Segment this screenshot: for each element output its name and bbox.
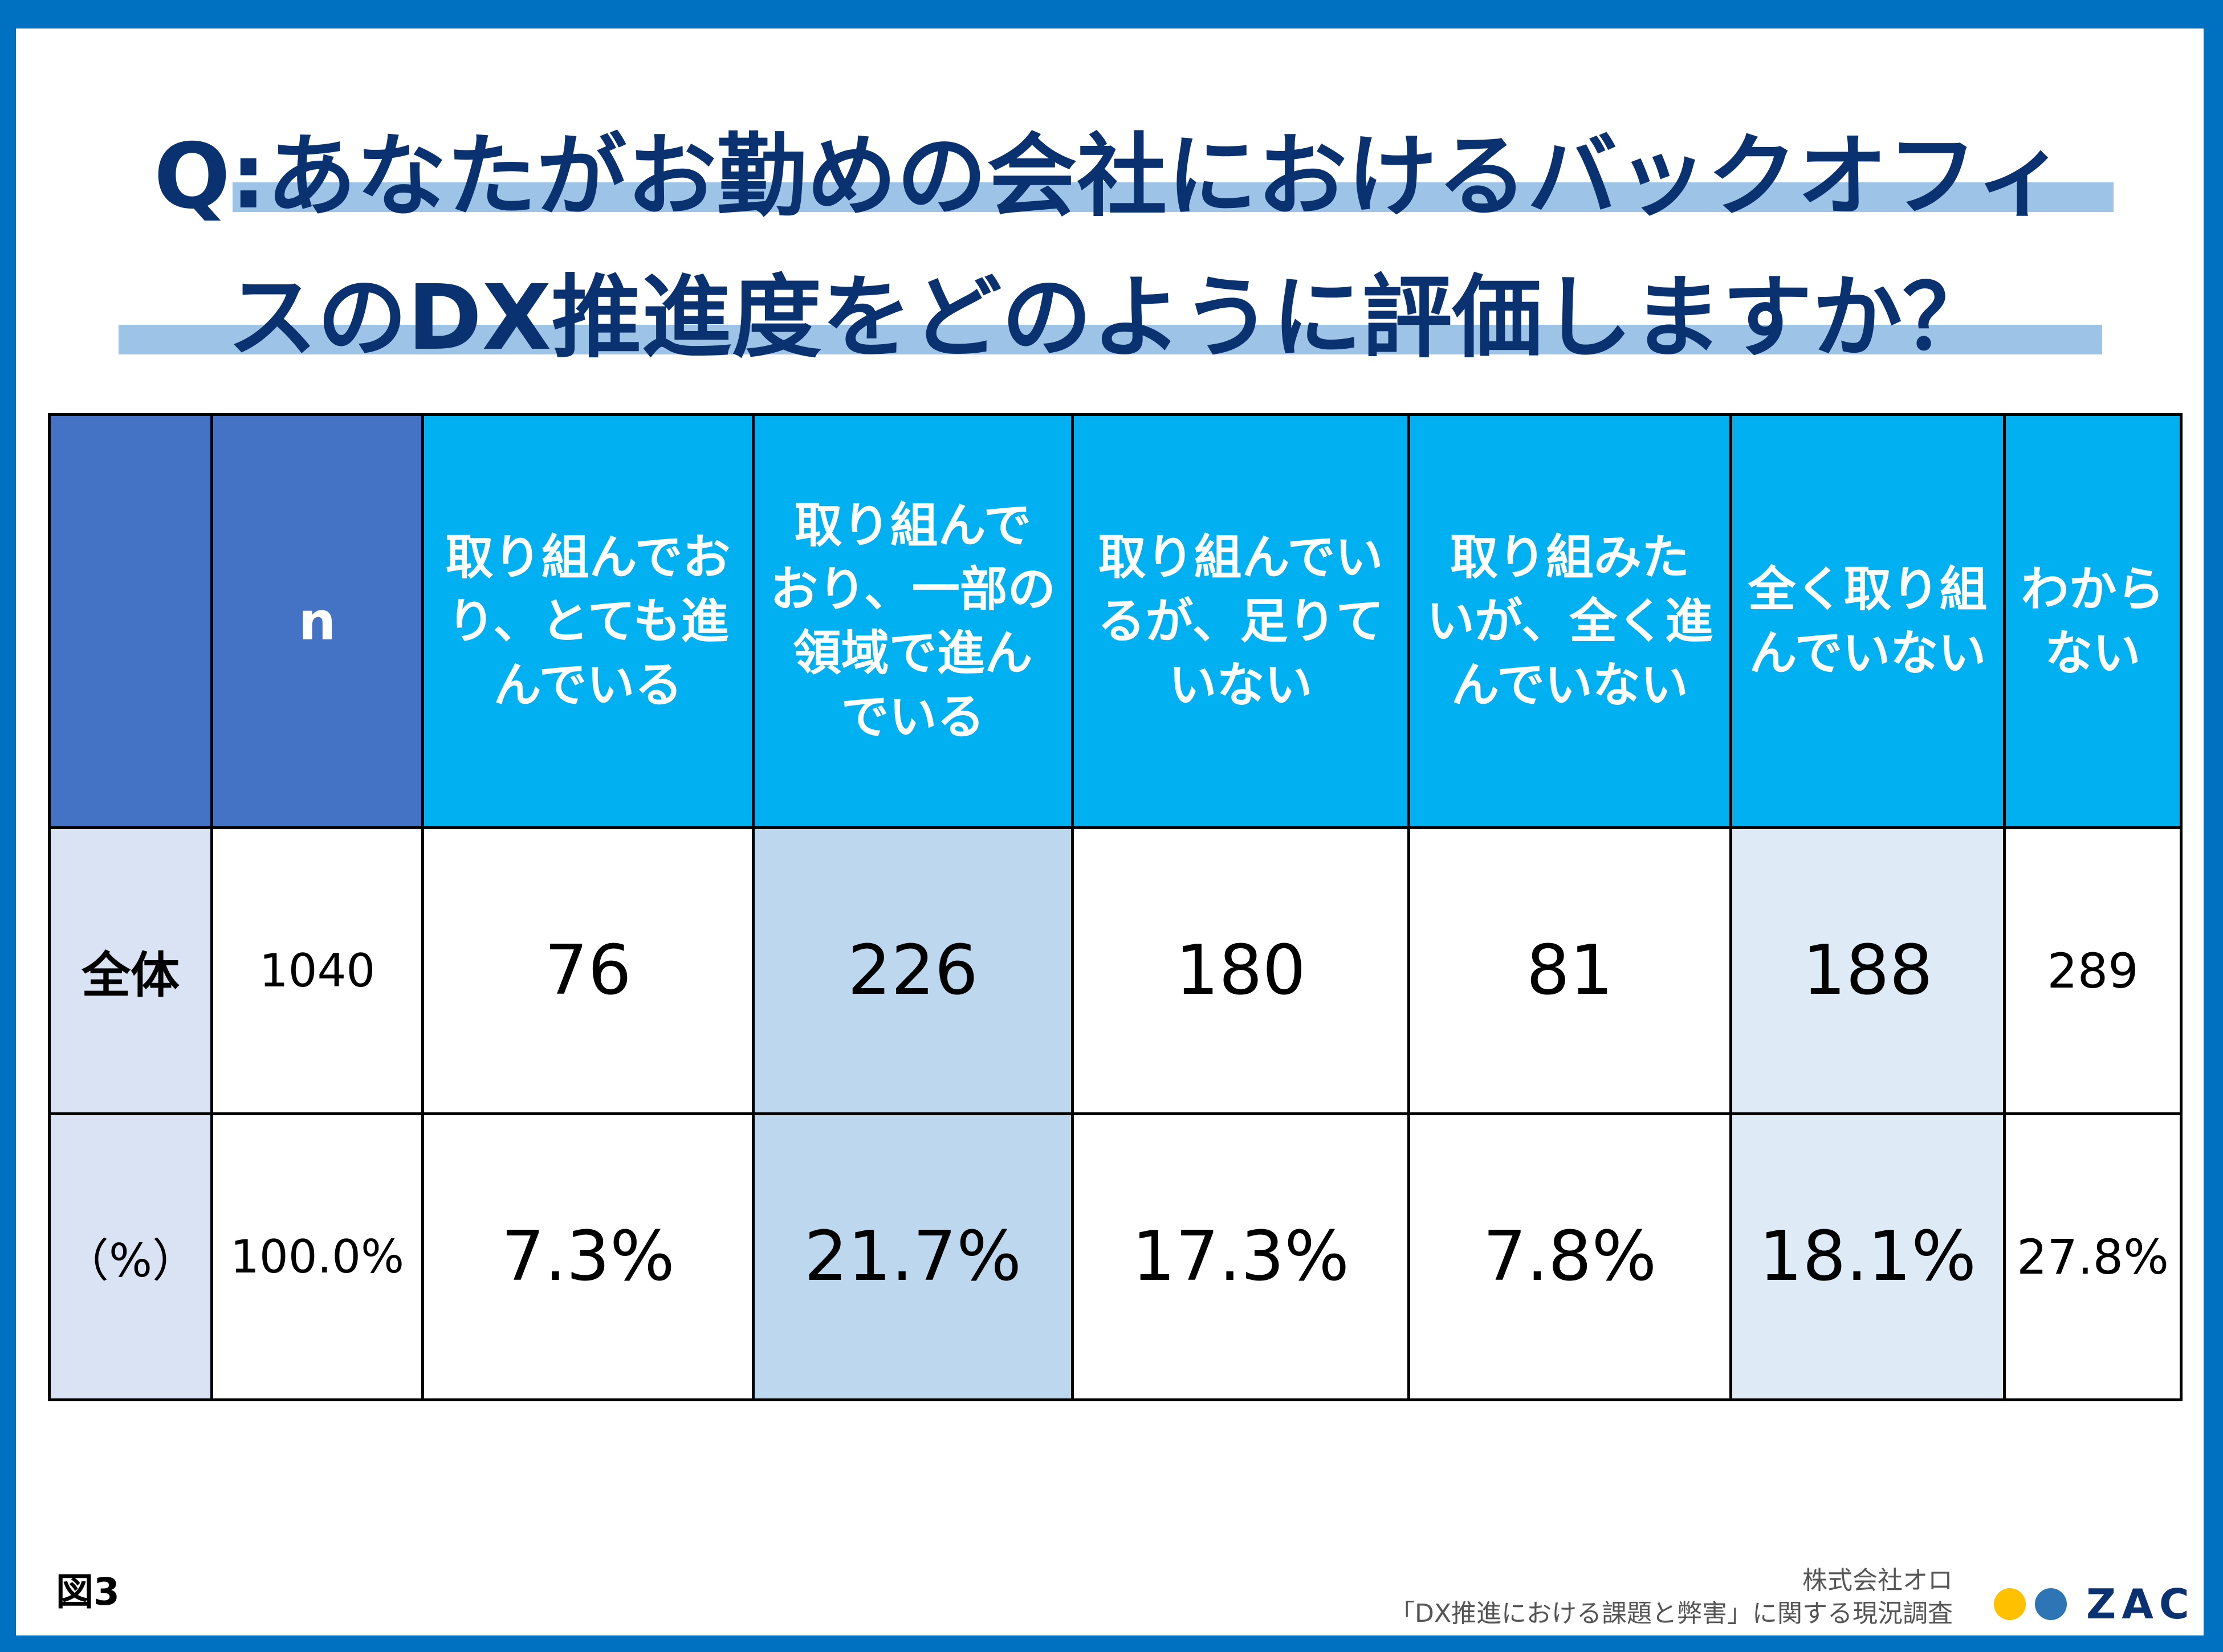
row-label-total: 全体 (48, 826, 213, 1115)
header-n: n (210, 413, 424, 829)
percent-value-2: 21.7% (752, 1112, 1074, 1401)
percent-value-6: 27.8% (2003, 1112, 2183, 1401)
count-value-6: 289 (2003, 826, 2183, 1115)
figure-panel: Q:あなたがお勤めの会社におけるバックオフィ スのDX推進度をどのように評価しま… (16, 28, 2204, 1635)
header-corner (48, 413, 213, 829)
count-value-3: 180 (1071, 826, 1410, 1115)
title-text-1: Q:あなたがお勤めの会社におけるバックオフィ (153, 124, 2066, 229)
title-highlight-2 (119, 325, 2102, 354)
company-name: 株式会社オロ (1802, 1566, 1953, 1595)
percent-value-4: 7.8% (1407, 1112, 1732, 1401)
count-value-5: 188 (1729, 826, 2006, 1115)
logo-text: ZAC (2086, 1580, 2195, 1628)
count-value-1: 76 (421, 826, 755, 1115)
figure-label: 図3 (56, 1570, 120, 1614)
title-text-2: スのDX推進度をどのように評価しますか？ (227, 266, 1993, 370)
total-percent: 100.0% (210, 1112, 424, 1401)
logo-yellow-dot (1994, 1588, 2026, 1620)
total-n: 1040 (210, 826, 424, 1115)
col-header-2: 取り組んで おり、一部の 領域で進ん でいる (752, 413, 1074, 829)
title-highlight-1 (233, 182, 2114, 212)
percent-value-1: 7.3% (421, 1112, 755, 1401)
count-value-4: 81 (1407, 826, 1732, 1115)
table-row-count: 全体 1040 76 226 180 81 188 289 (48, 826, 2183, 1115)
col-header-4: 取り組みた いが、全く進 んでいない (1407, 413, 1732, 829)
percent-value-5: 18.1% (1729, 1112, 2006, 1401)
col-header-5: 全く取り組 んでいない (1729, 413, 2006, 829)
title-line-2: スのDX推進度をどのように評価しますか？ (16, 261, 2204, 375)
survey-title: 「DX推進における課題と弊害」に関する現況調査 (1389, 1599, 1953, 1628)
header-row: n 取り組んでお り、とても進 んでいる 取り組んで おり、一部の 領域で進ん … (48, 413, 2183, 829)
col-header-1: 取り組んでお り、とても進 んでいる (421, 413, 755, 829)
row-label-percent: （%） (48, 1112, 213, 1401)
percent-value-3: 17.3% (1071, 1112, 1410, 1401)
title-line-1: Q:あなたがお勤めの会社におけるバックオフィ (16, 120, 2204, 234)
results-table: n 取り組んでお り、とても進 んでいる 取り組んで おり、一部の 領域で進ん … (48, 413, 2183, 1401)
logo-blue-dot (2035, 1588, 2067, 1620)
col-header-3: 取り組んでい るが、足りて いない (1071, 413, 1410, 829)
table-row-percent: （%） 100.0% 7.3% 21.7% 17.3% 7.8% 18.1% 2… (48, 1112, 2183, 1401)
count-value-2: 226 (752, 826, 1074, 1115)
col-header-6: わから ない (2003, 413, 2183, 829)
